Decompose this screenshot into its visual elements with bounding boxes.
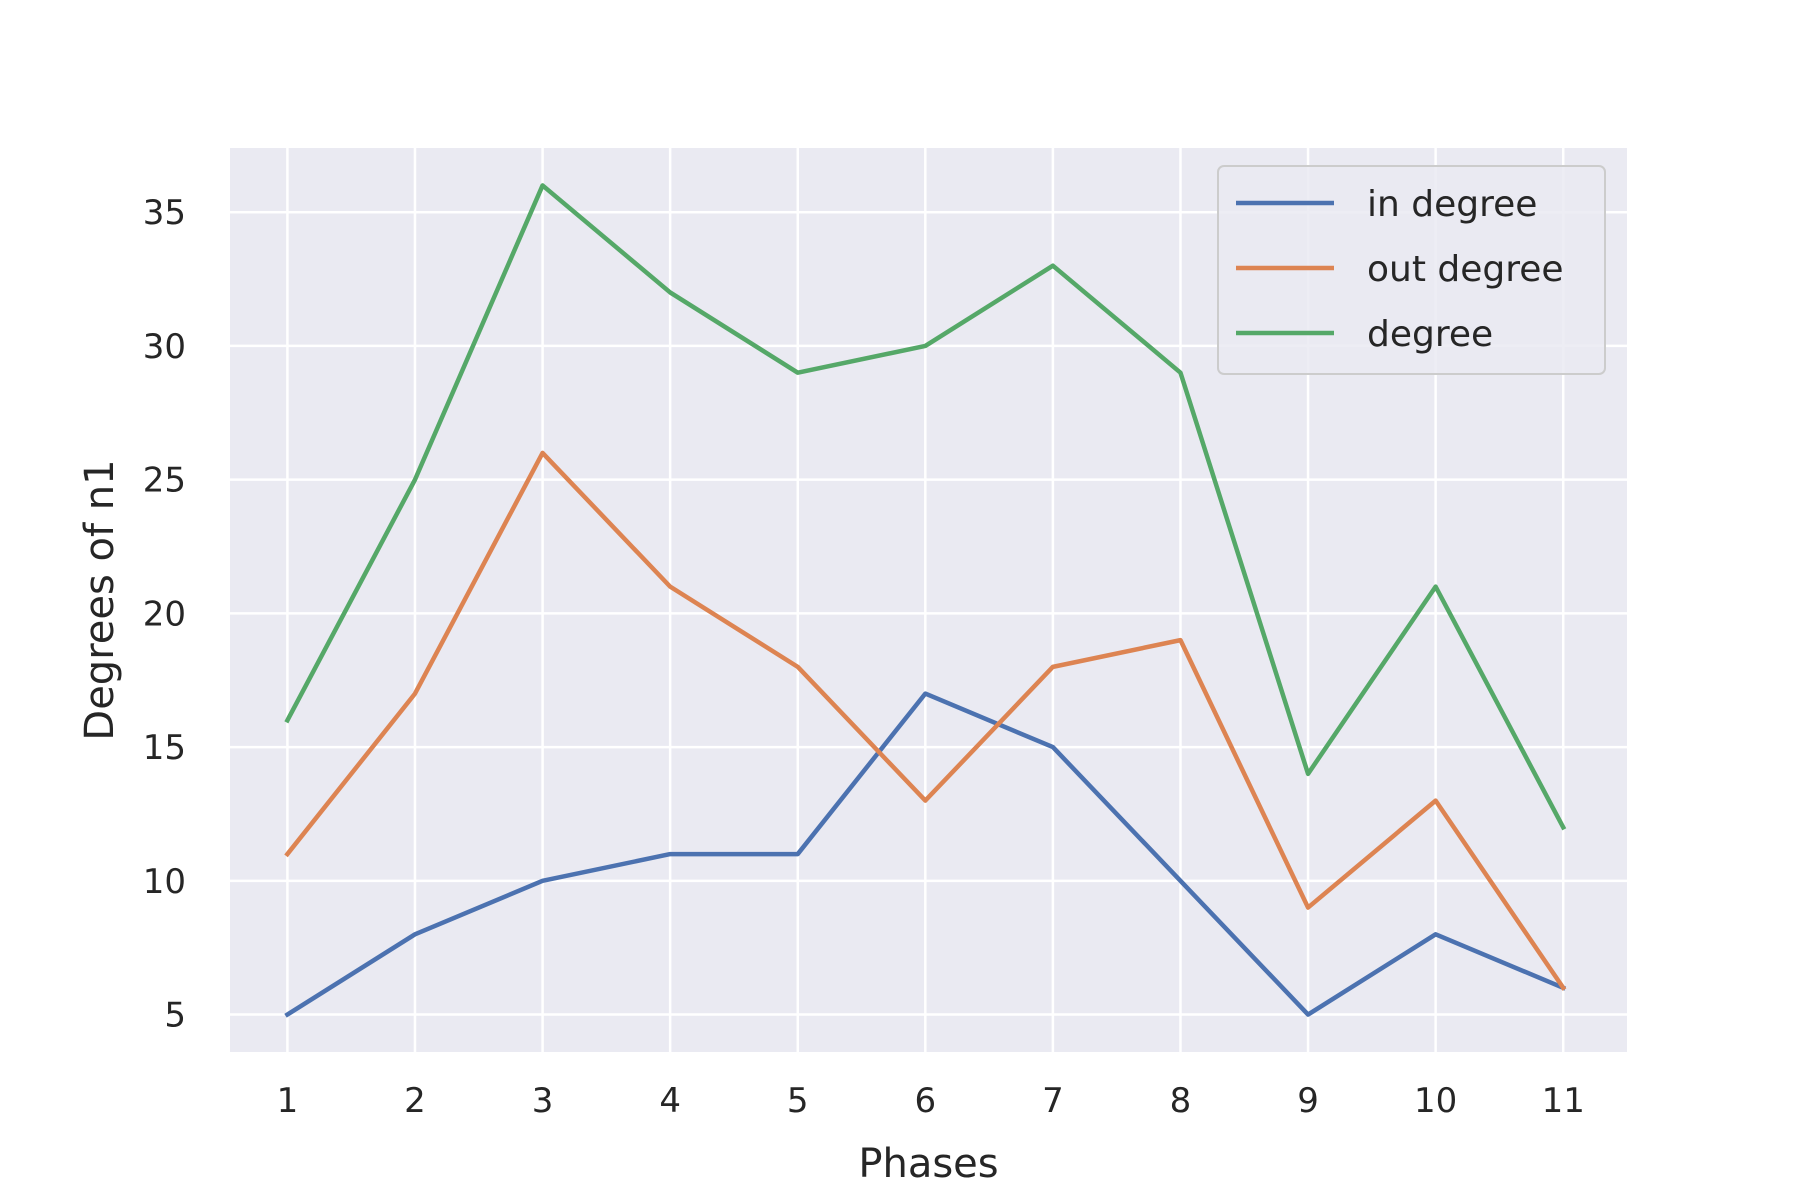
legend: in degree out degree degree	[1217, 165, 1606, 375]
y-tick-label: 35	[143, 193, 186, 233]
x-tick-label: 3	[532, 1081, 554, 1121]
x-tick-label: 1	[277, 1081, 299, 1121]
y-axis-label: Degrees of n1	[77, 459, 123, 740]
x-axis-label: Phases	[858, 1141, 998, 1187]
legend-frame	[1217, 165, 1606, 375]
series-line-degree	[284, 183, 1567, 831]
x-tick-label: 8	[1170, 1081, 1192, 1121]
x-tick-label: 5	[787, 1081, 809, 1121]
x-tick-label: 4	[659, 1081, 681, 1121]
y-tick-label: 25	[143, 461, 186, 501]
y-axis-ticks: 5 10 15 20 25 30 35	[143, 193, 186, 1035]
series-line-out-degree	[284, 450, 1567, 991]
y-tick-label: 15	[143, 728, 186, 768]
x-tick-label: 6	[914, 1081, 936, 1121]
y-tick-label: 10	[143, 862, 186, 902]
legend-label: degree	[1367, 314, 1493, 355]
x-tick-label: 2	[404, 1081, 426, 1121]
legend-label: out degree	[1367, 249, 1564, 290]
x-tick-label: 7	[1042, 1081, 1064, 1121]
x-tick-label: 10	[1414, 1081, 1457, 1121]
y-tick-label: 20	[143, 594, 186, 634]
y-tick-label: 30	[143, 327, 186, 367]
series-lines	[284, 183, 1567, 1018]
legend-label: in degree	[1367, 184, 1537, 225]
x-tick-label: 11	[1542, 1081, 1585, 1121]
series-line-in-degree	[284, 691, 1567, 1018]
y-tick-label: 5	[164, 996, 186, 1036]
x-axis-ticks: 1 2 3 4 5 6 7 8 9 10 11	[277, 1081, 1585, 1121]
x-tick-label: 9	[1297, 1081, 1319, 1121]
